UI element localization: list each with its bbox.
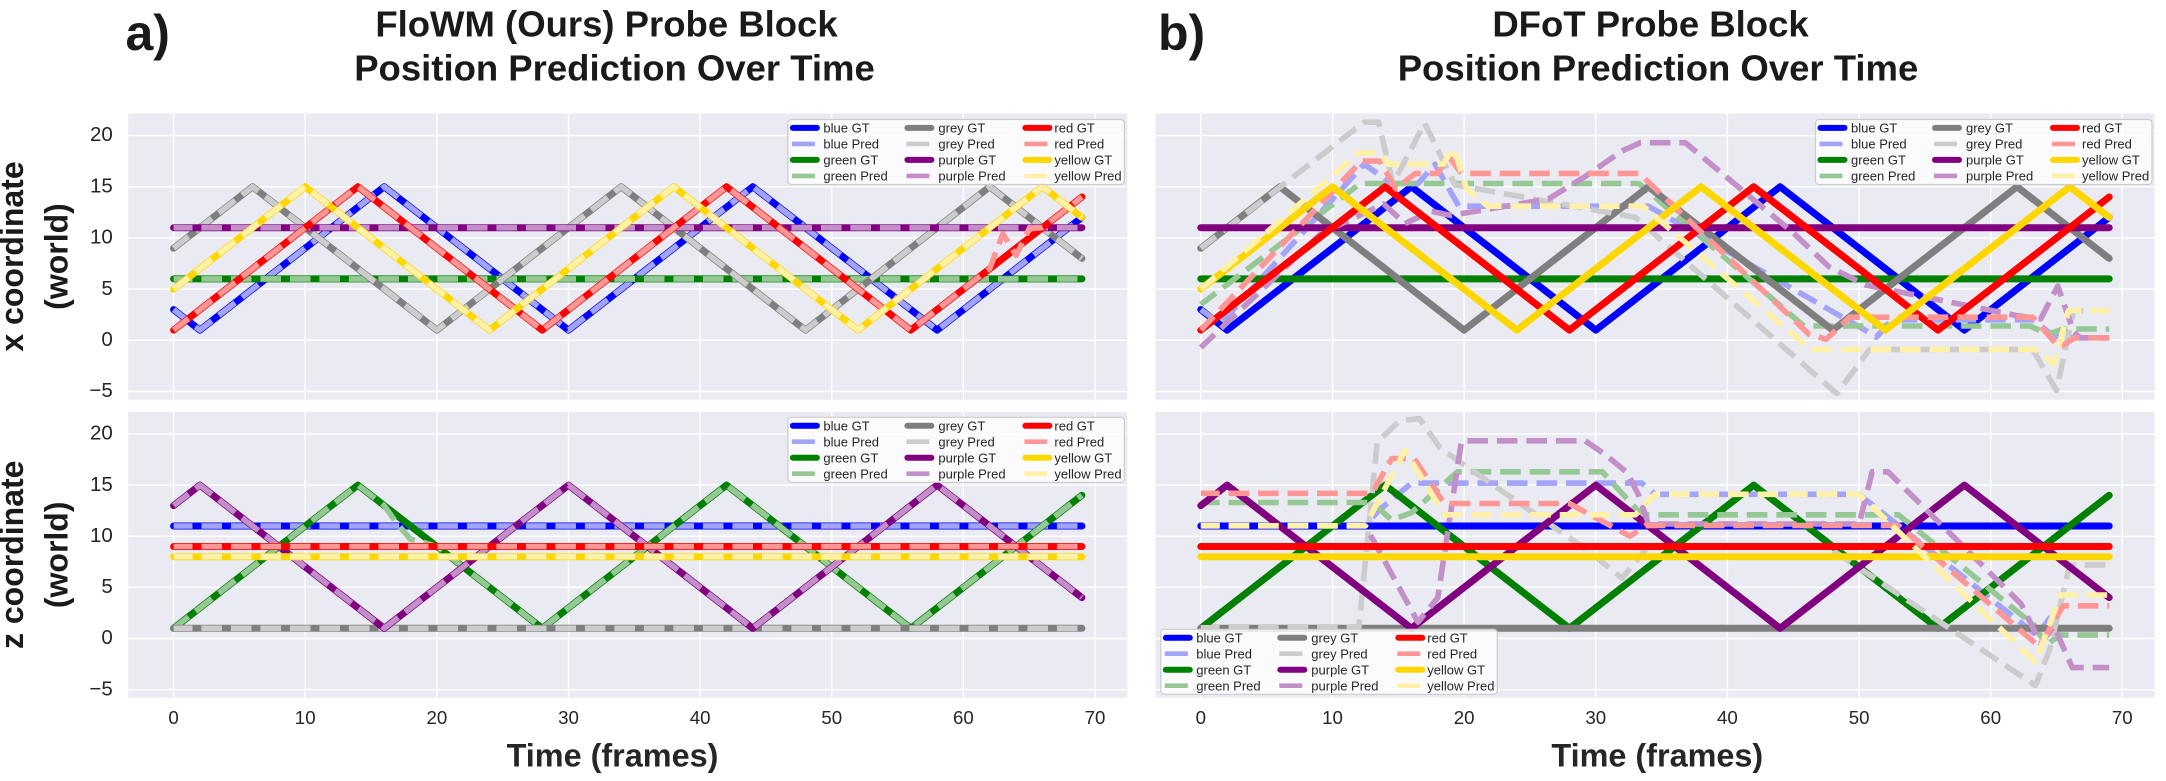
svg-text:purple GT: purple GT xyxy=(938,451,996,466)
svg-text:20: 20 xyxy=(90,123,113,146)
svg-text:blue GT: blue GT xyxy=(823,419,869,434)
svg-text:purple Pred: purple Pred xyxy=(1966,169,2033,184)
svg-text:yellow Pred: yellow Pred xyxy=(1427,679,1494,694)
svg-text:0: 0 xyxy=(168,707,178,728)
svg-text:5: 5 xyxy=(101,277,112,300)
svg-text:green Pred: green Pred xyxy=(1851,169,1915,184)
svg-text:−5: −5 xyxy=(89,677,112,700)
svg-text:20: 20 xyxy=(1454,707,1475,728)
svg-text:green Pred: green Pred xyxy=(823,467,887,482)
svg-text:blue Pred: blue Pred xyxy=(823,435,879,450)
svg-text:blue GT: blue GT xyxy=(823,121,869,136)
svg-text:20: 20 xyxy=(90,422,113,445)
svg-text:70: 70 xyxy=(1085,707,1106,728)
svg-text:blue Pred: blue Pred xyxy=(1851,137,1907,152)
svg-text:red Pred: red Pred xyxy=(2082,137,2132,152)
svg-text:0: 0 xyxy=(101,328,112,351)
svg-text:yellow Pred: yellow Pred xyxy=(1054,467,1121,482)
svg-text:Position Prediction Over Time: Position Prediction Over Time xyxy=(1398,47,1919,88)
svg-text:blue Pred: blue Pred xyxy=(1196,647,1252,662)
svg-text:purple GT: purple GT xyxy=(1311,663,1369,678)
svg-text:grey GT: grey GT xyxy=(938,121,985,136)
svg-text:a): a) xyxy=(126,5,170,61)
svg-text:grey GT: grey GT xyxy=(1311,631,1358,646)
svg-text:grey Pred: grey Pred xyxy=(938,435,994,450)
svg-text:Time (frames): Time (frames) xyxy=(1551,737,1763,773)
svg-text:purple GT: purple GT xyxy=(1966,153,2024,168)
svg-text:green Pred: green Pred xyxy=(1196,679,1260,694)
svg-text:40: 40 xyxy=(1717,707,1738,728)
svg-text:10: 10 xyxy=(90,226,113,249)
svg-text:DFoT Probe Block: DFoT Probe Block xyxy=(1492,3,1809,44)
svg-text:FloWM (Ours) Probe Block: FloWM (Ours) Probe Block xyxy=(375,3,838,44)
svg-text:purple Pred: purple Pred xyxy=(1311,679,1378,694)
svg-text:b): b) xyxy=(1158,5,1205,61)
svg-text:purple Pred: purple Pred xyxy=(938,467,1005,482)
svg-text:0: 0 xyxy=(1196,707,1206,728)
svg-text:red GT: red GT xyxy=(1427,631,1468,646)
svg-text:yellow GT: yellow GT xyxy=(1054,153,1112,168)
svg-text:green Pred: green Pred xyxy=(823,169,887,184)
svg-text:10: 10 xyxy=(1322,707,1343,728)
svg-text:yellow GT: yellow GT xyxy=(1427,663,1485,678)
svg-text:yellow Pred: yellow Pred xyxy=(1054,169,1121,184)
svg-text:grey GT: grey GT xyxy=(938,419,985,434)
svg-text:red Pred: red Pred xyxy=(1427,647,1477,662)
svg-text:purple Pred: purple Pred xyxy=(938,169,1005,184)
svg-text:10: 10 xyxy=(90,524,113,547)
svg-text:grey GT: grey GT xyxy=(1966,121,2013,136)
svg-text:blue GT: blue GT xyxy=(1851,121,1897,136)
svg-text:15: 15 xyxy=(90,174,113,197)
svg-text:blue Pred: blue Pred xyxy=(823,137,879,152)
svg-text:grey Pred: grey Pred xyxy=(1966,137,2022,152)
svg-text:red GT: red GT xyxy=(1054,121,1095,136)
svg-text:red GT: red GT xyxy=(2082,121,2123,136)
svg-text:red GT: red GT xyxy=(1054,419,1095,434)
svg-text:yellow GT: yellow GT xyxy=(1054,451,1112,466)
svg-text:blue GT: blue GT xyxy=(1196,631,1242,646)
svg-text:50: 50 xyxy=(821,707,842,728)
svg-text:0: 0 xyxy=(101,626,112,649)
svg-text:10: 10 xyxy=(295,707,316,728)
svg-text:60: 60 xyxy=(1980,707,2001,728)
svg-text:30: 30 xyxy=(1585,707,1606,728)
svg-text:grey Pred: grey Pred xyxy=(1311,647,1367,662)
svg-text:yellow GT: yellow GT xyxy=(2082,153,2140,168)
svg-text:red Pred: red Pred xyxy=(1054,137,1104,152)
svg-text:50: 50 xyxy=(1849,707,1870,728)
svg-text:30: 30 xyxy=(558,707,579,728)
svg-text:15: 15 xyxy=(90,473,113,496)
svg-text:Position Prediction Over Time: Position Prediction Over Time xyxy=(354,47,875,88)
svg-text:yellow Pred: yellow Pred xyxy=(2082,169,2149,184)
svg-text:(world): (world) xyxy=(39,501,75,608)
svg-text:x coordinate: x coordinate xyxy=(0,161,30,351)
svg-text:40: 40 xyxy=(690,707,711,728)
svg-text:green GT: green GT xyxy=(823,153,878,168)
svg-text:Time (frames): Time (frames) xyxy=(507,737,719,773)
svg-text:green GT: green GT xyxy=(1196,663,1251,678)
svg-text:z coordinate: z coordinate xyxy=(0,461,30,649)
svg-text:purple GT: purple GT xyxy=(938,153,996,168)
svg-text:−5: −5 xyxy=(89,379,112,402)
svg-text:20: 20 xyxy=(427,707,448,728)
svg-text:red Pred: red Pred xyxy=(1054,435,1104,450)
svg-text:5: 5 xyxy=(101,575,112,598)
svg-text:grey Pred: grey Pred xyxy=(938,137,994,152)
svg-text:(world): (world) xyxy=(39,203,75,310)
svg-text:60: 60 xyxy=(953,707,974,728)
svg-text:green GT: green GT xyxy=(1851,153,1906,168)
svg-text:green GT: green GT xyxy=(823,451,878,466)
svg-text:70: 70 xyxy=(2112,707,2133,728)
